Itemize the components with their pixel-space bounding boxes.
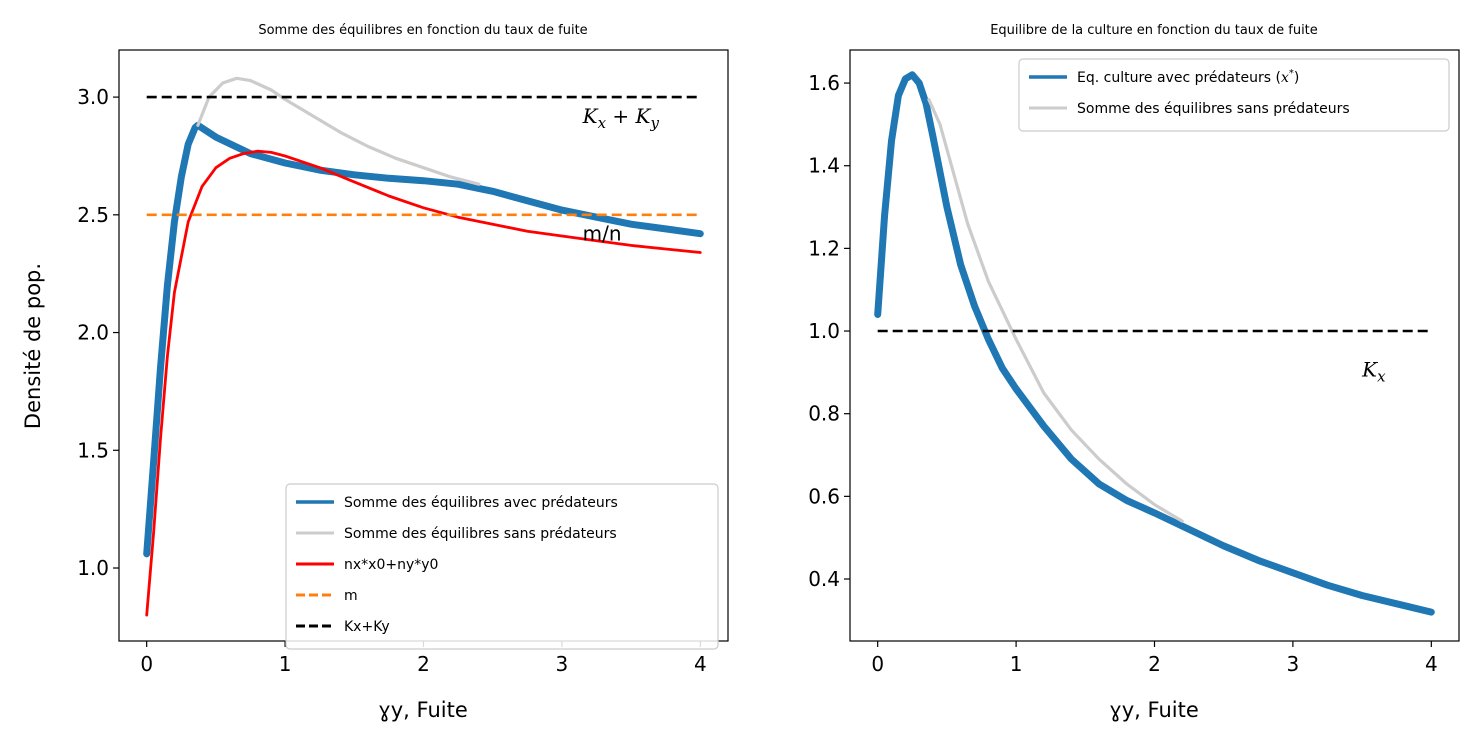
y-tick-label: 1.0 [808,319,840,343]
legend-frame [285,483,719,650]
x-tick-label: 2 [1148,652,1161,676]
y-tick-label: 1.4 [808,154,840,178]
y-tick-label: 2.0 [77,321,109,345]
chart-title: Somme des équilibres en fonction du taux… [258,23,587,38]
x-axis-label: ɣy, Fuite [1109,698,1199,722]
annotation: m/n [583,222,622,246]
plot-area [874,71,1435,616]
annotation: Kx + Ky [582,104,660,132]
legend-label: Somme des équilibres avec prédateurs [344,495,618,511]
chart-title: Equilibre de la culture en fonction du t… [990,23,1318,38]
series-line-1 [196,76,481,186]
y-tick-label: 0.8 [808,402,840,426]
y-tick-label: 2.5 [77,203,109,227]
legend: Eq. culture avec prédateurs (x*) Somme de… [1018,58,1450,132]
legend-label: m [344,588,358,604]
plot-area [143,76,704,617]
legend-label: Somme des équilibres sans prédateurs [1077,101,1350,117]
series-line-0 [143,121,704,558]
x-tick-label: 1 [1010,652,1023,676]
x-tick-label: 3 [1287,652,1300,676]
legend: Somme des équilibres avec prédateurs Somm… [285,483,719,650]
y-tick-label: 0.4 [808,567,840,591]
legend-label: Somme des équilibres sans prédateurs [344,526,617,542]
x-tick-label: 3 [556,652,569,676]
ticks: 0 1 2 3 4 1.0 1.5 2.0 2.5 3.0 [77,85,706,676]
x-tick-label: 0 [140,652,153,676]
y-tick-label: 3.0 [77,85,109,109]
annotations: m/n Kx + Ky [582,104,660,246]
left-chart: Somme des équilibres en fonction du taux… [21,23,729,722]
legend-label: Eq. culture avec prédateurs (x*) [1077,68,1299,86]
legend-label: nx*x0+ny*y0 [344,557,438,573]
right-chart: Equilibre de la culture en fonction du t… [808,23,1460,722]
y-tick-label: 0.6 [808,484,840,508]
series-line-0 [874,71,1435,616]
legend-frame [1018,58,1450,132]
legend-label: Kx+Ky [344,619,390,635]
y-tick-label: 1.6 [808,71,840,95]
x-tick-label: 4 [1425,652,1438,676]
series-line-2 [145,149,702,617]
y-tick-label: 1.2 [808,236,840,260]
x-tick-label: 1 [279,652,292,676]
ticks: 0 1 2 3 4 0.4 0.6 0.8 1.0 1.2 1.4 1.6 [808,71,1437,676]
y-axis-label: Densité de pop. [21,263,45,429]
y-tick-label: 1.0 [77,556,109,580]
x-tick-label: 0 [871,652,884,676]
x-tick-label: 2 [417,652,430,676]
x-tick-label: 4 [694,652,707,676]
y-tick-label: 1.5 [77,438,109,462]
series-line-1 [927,98,1184,523]
x-axis-label: ɣy, Fuite [378,698,468,722]
